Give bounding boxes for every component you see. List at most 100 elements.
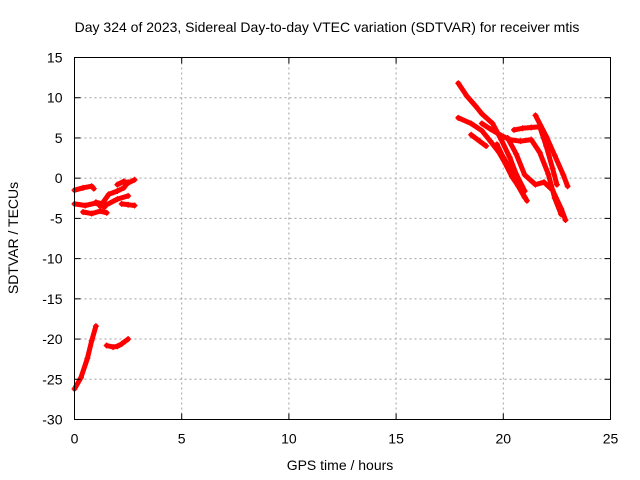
- series-track-q: [493, 141, 528, 201]
- data-point: [513, 151, 520, 158]
- data-point: [125, 336, 132, 343]
- data-point: [88, 210, 95, 217]
- data-point: [498, 132, 505, 139]
- x-tick-label: 5: [178, 431, 186, 447]
- series-trail: [455, 80, 485, 117]
- series-track-g: [92, 192, 132, 208]
- series-trail: [479, 111, 528, 194]
- data-point: [558, 205, 565, 212]
- data-point: [92, 323, 99, 330]
- data-point: [511, 126, 518, 133]
- data-point: [532, 112, 539, 119]
- series-trail: [505, 135, 568, 223]
- data-point: [508, 168, 515, 175]
- y-tick-label: -20: [42, 331, 62, 347]
- data-point: [92, 199, 99, 206]
- data-point: [88, 337, 95, 344]
- series-trail: [80, 208, 110, 217]
- data-point: [114, 181, 121, 188]
- series-track-i: [118, 200, 138, 209]
- data-point: [455, 80, 462, 87]
- data-point: [564, 183, 571, 190]
- series-trail: [93, 193, 131, 208]
- data-point: [118, 340, 125, 347]
- x-tick-label: 10: [281, 431, 297, 447]
- data-point: [562, 216, 569, 223]
- series-track-a: [71, 323, 99, 392]
- data-point: [120, 184, 127, 191]
- data-point: [521, 171, 528, 178]
- data-point: [487, 138, 494, 145]
- data-point: [80, 208, 87, 215]
- data-point: [528, 124, 535, 131]
- series-track-e: [80, 208, 110, 217]
- data-point: [487, 126, 494, 133]
- data-point: [84, 355, 91, 362]
- series-trail: [114, 177, 137, 188]
- data-point: [543, 133, 550, 140]
- y-tick-label: -10: [42, 251, 62, 267]
- data-point: [103, 342, 110, 349]
- x-axis-label: GPS time / hours: [287, 457, 394, 473]
- data-point: [125, 192, 132, 199]
- data-point: [476, 138, 483, 145]
- data-point: [82, 202, 89, 209]
- data-point: [478, 127, 485, 134]
- data-point: [478, 110, 485, 117]
- data-point: [549, 187, 556, 194]
- data-point: [504, 134, 511, 141]
- axis-ticks: 0 5 10 15 20 25 -30 -25 -20 -15 -10 -5 0 5 10 15: [42, 50, 618, 447]
- data-point: [519, 125, 526, 132]
- data-points: [71, 80, 571, 392]
- y-tick-label: 5: [55, 130, 63, 146]
- data-point: [545, 171, 552, 178]
- x-tick-label: 0: [71, 431, 79, 447]
- data-point: [521, 194, 528, 201]
- data-point: [551, 152, 558, 159]
- data-point: [90, 185, 97, 192]
- y-tick-label: 10: [47, 90, 63, 106]
- data-point: [468, 120, 475, 127]
- data-point: [114, 343, 121, 350]
- series-track-o: [532, 112, 571, 190]
- series-track-b: [103, 336, 132, 351]
- data-point: [103, 209, 110, 216]
- x-tick-label: 15: [388, 431, 404, 447]
- data-point: [493, 141, 500, 148]
- data-point: [478, 120, 485, 127]
- data-point: [125, 201, 132, 208]
- grid-lines: [74, 57, 611, 420]
- series-track-c: [71, 183, 97, 194]
- y-tick-label: -25: [42, 371, 62, 387]
- data-point: [114, 196, 121, 203]
- data-point: [455, 114, 462, 121]
- y-tick-label: -30: [42, 412, 62, 428]
- data-point: [553, 181, 560, 188]
- data-point: [472, 102, 479, 109]
- series-track-j: [455, 80, 485, 117]
- data-point: [515, 183, 522, 190]
- data-point: [517, 138, 524, 145]
- data-point: [536, 149, 543, 156]
- series-track-h: [114, 176, 138, 188]
- data-point: [463, 93, 470, 100]
- series-track-r: [468, 131, 490, 149]
- data-point: [500, 154, 507, 161]
- data-point: [468, 131, 475, 138]
- series-trail: [72, 183, 97, 193]
- data-point: [506, 154, 513, 161]
- x-tick-label: 20: [496, 431, 512, 447]
- data-point: [118, 200, 125, 207]
- data-point: [483, 142, 490, 149]
- data-point: [541, 179, 548, 186]
- data-point: [528, 136, 535, 143]
- data-point: [131, 202, 138, 209]
- data-point: [110, 344, 117, 351]
- data-point: [103, 201, 110, 208]
- data-point: [489, 120, 496, 127]
- series-track-p: [504, 134, 569, 223]
- data-point: [77, 374, 84, 381]
- data-point: [131, 176, 138, 183]
- x-tick-label: 25: [603, 431, 619, 447]
